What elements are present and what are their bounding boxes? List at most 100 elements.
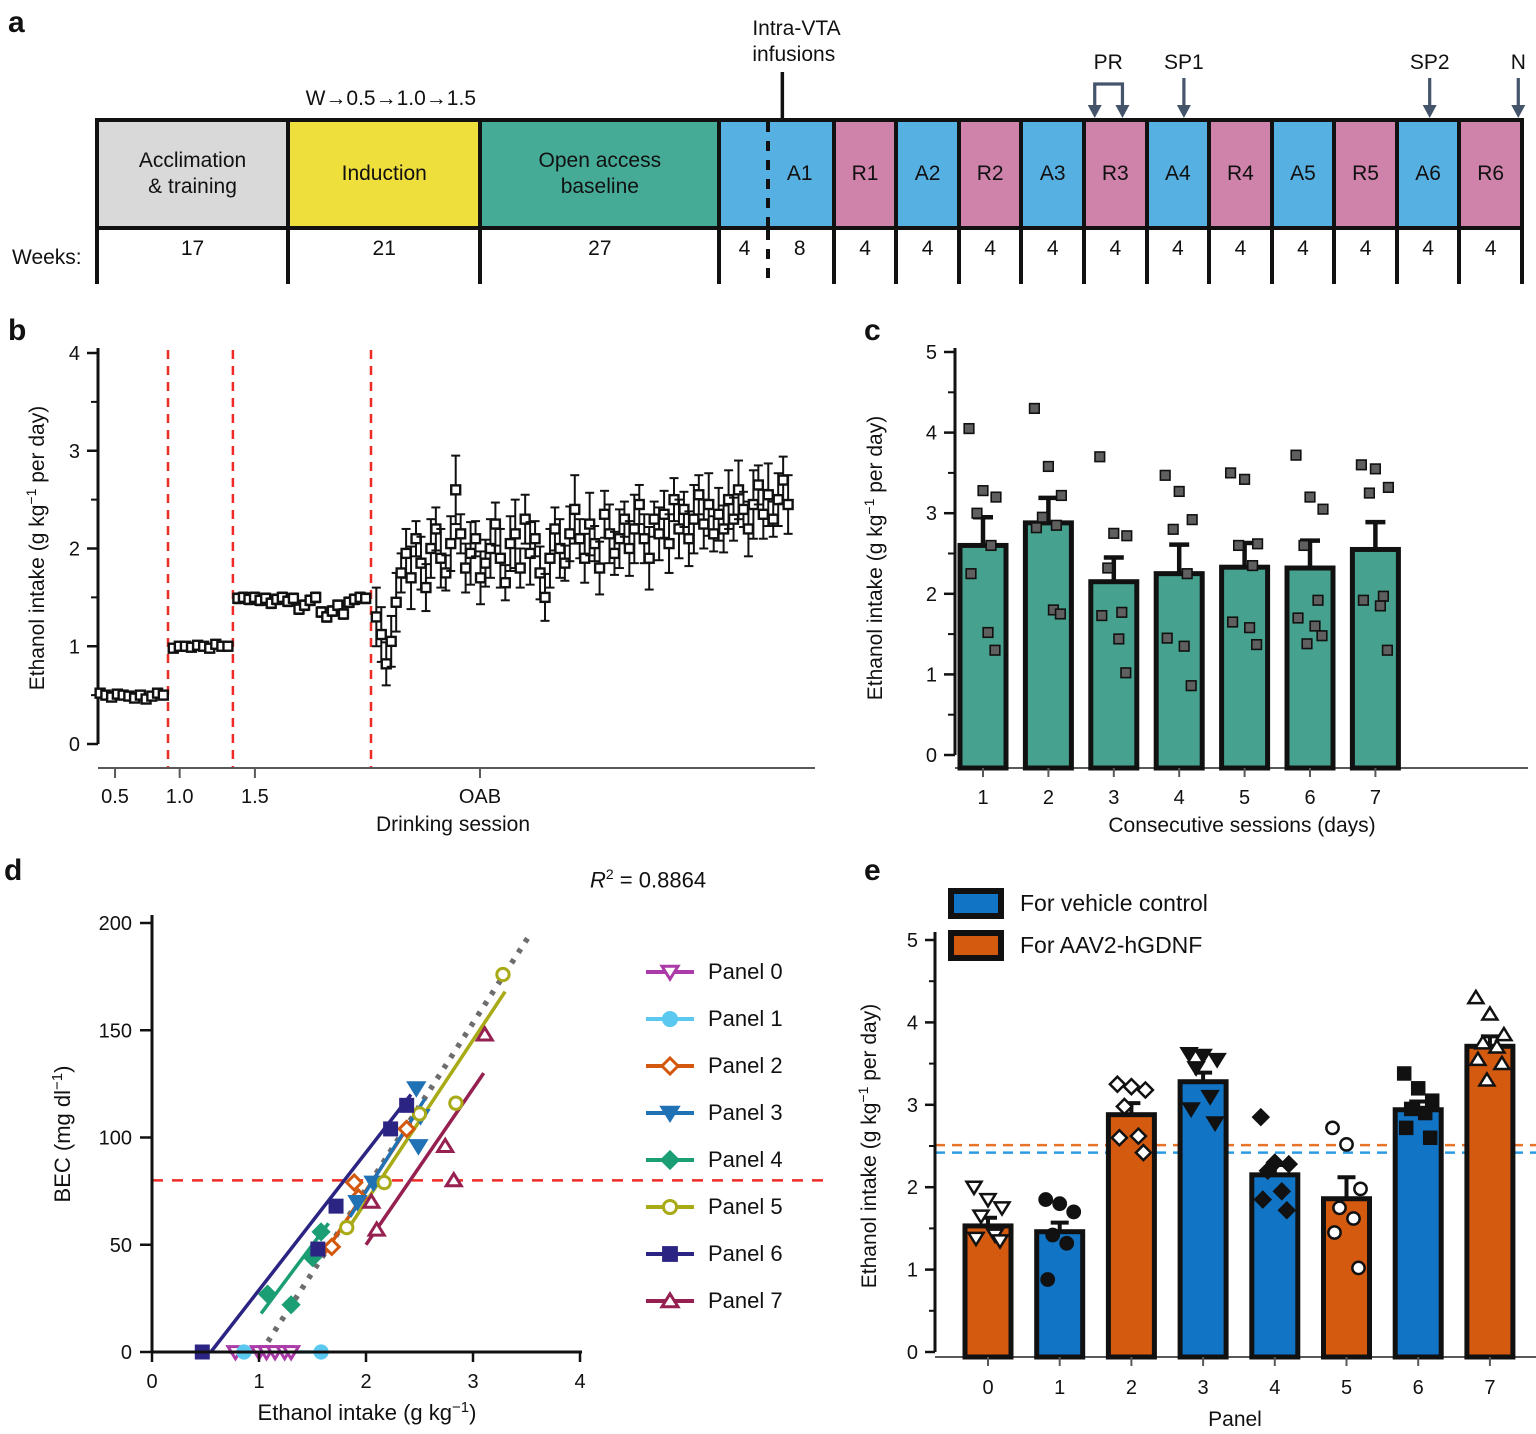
legend-label: Panel 7 <box>708 1287 783 1313</box>
svg-text:5: 5 <box>1239 787 1250 809</box>
timeline-segment: R2 <box>960 122 1024 226</box>
svg-text:0: 0 <box>907 1342 918 1364</box>
bar-group-1: 1 <box>1034 1192 1086 1399</box>
timeline-weeks-cell: 4 <box>1336 230 1399 284</box>
svg-text:100: 100 <box>99 1128 132 1150</box>
legend-label: Panel 5 <box>708 1193 783 1219</box>
timeline-weeks-cell: 4 <box>1484 237 1497 260</box>
bar-group-3: 3 <box>1088 451 1140 809</box>
svg-text:4: 4 <box>1269 1377 1280 1399</box>
legend-item: Panel 0 <box>644 948 783 995</box>
svg-text:0: 0 <box>926 745 937 767</box>
series-panel-7 <box>361 1024 495 1237</box>
bar-group-4: 4 <box>1153 469 1205 809</box>
n-label: N <box>1510 51 1526 74</box>
vehicle-swatch <box>948 888 1004 919</box>
bar-group-7: 7 <box>1349 459 1401 809</box>
legend-label: For AAV2-hGDNF <box>1020 932 1203 958</box>
svg-text:Ethanol intake (g kg−1 per day: Ethanol intake (g kg−1 per day) <box>23 406 49 690</box>
timeline-segment: R1 <box>835 122 899 226</box>
svg-text:0: 0 <box>69 734 80 756</box>
timeline-weeks-row: 17 21 27 4 8 4 4 4 4 4 4 4 4 4 4 4 <box>95 230 1524 284</box>
svg-text:3: 3 <box>1108 787 1119 809</box>
svg-text:2: 2 <box>1043 787 1054 809</box>
sp2-label: SP2 <box>1409 51 1450 74</box>
panel-label-b: b <box>8 314 27 347</box>
svg-text:3: 3 <box>1198 1377 1209 1399</box>
bar-group-2: 2 <box>1022 402 1074 809</box>
legend-label: Panel 1 <box>708 1005 783 1031</box>
svg-text:2: 2 <box>1126 1377 1137 1399</box>
legend-item: Panel 3 <box>644 1089 783 1136</box>
svg-text:1: 1 <box>253 1371 264 1393</box>
legend-item: Panel 5 <box>644 1183 783 1230</box>
legend-label: Panel 4 <box>708 1146 783 1172</box>
series-0.5 <box>94 687 169 705</box>
timeline-weeks-cell: 4 <box>961 230 1024 284</box>
chart-drinking-sessions: 0 1 2 3 4 0.5 1.0 1.5 OAB Drinking session Ethanol… <box>23 343 815 836</box>
timeline-weeks-cell: 4 <box>1211 230 1274 284</box>
timeline-segment: R5 <box>1336 122 1399 226</box>
svg-text:Ethanol intake (g kg−1 per day: Ethanol intake (g kg−1 per day) <box>861 416 887 700</box>
plot-b: 0 1 2 3 4 0.5 1.0 1.5 OAB Drinking session Ethanol… <box>23 343 815 836</box>
panel-label-a: a <box>8 6 25 39</box>
svg-text:3: 3 <box>69 441 80 463</box>
panel-label-d: d <box>4 854 23 887</box>
svg-text:4: 4 <box>1174 787 1185 809</box>
timeline-weeks-cell: 17 <box>99 230 291 284</box>
svg-text:150: 150 <box>99 1020 132 1042</box>
legend-item-vehicle: For vehicle control <box>948 888 1208 919</box>
timeline-weeks-cell: 4 <box>1023 230 1087 284</box>
svg-text:1.5: 1.5 <box>241 786 269 808</box>
bar-group-6: 6 <box>1284 449 1336 809</box>
svg-text:4: 4 <box>574 1371 585 1393</box>
svg-text:4: 4 <box>926 423 937 445</box>
legend-item: Panel 7 <box>644 1277 783 1324</box>
plot-e: 0 1 2 3 4 5 Ethanol intake (g kg−1 per day) 0 1 2… <box>855 930 1536 1431</box>
plot-c: 0 1 2 3 4 5 Ethanol intake (g kg−1 per day) 1 2 3… <box>861 342 1528 837</box>
timeline-segment: Induction <box>290 122 483 226</box>
series-OAB <box>370 454 794 687</box>
timeline-segment: A3 <box>1023 122 1087 226</box>
timeline-weeks-cell: 4 <box>898 230 961 284</box>
svg-text:5: 5 <box>907 930 918 952</box>
legend-item: Panel 6 <box>644 1230 783 1277</box>
chart-bec-correlation: 0 50 100 150 200 0 1 2 3 4 Ethanol intake (g kg−1)… <box>49 913 830 1425</box>
timeline-segment: A4 <box>1148 122 1212 226</box>
svg-text:1.0: 1.0 <box>166 786 194 808</box>
svg-text:200: 200 <box>99 913 132 935</box>
panel-label-c: c <box>864 314 881 347</box>
svg-text:4: 4 <box>907 1012 918 1034</box>
timeline-weeks-cell: 4 <box>1149 230 1212 284</box>
panel-label-e: e <box>864 854 881 887</box>
bar-group-4: 4 <box>1249 1107 1301 1399</box>
legend-label: Panel 2 <box>708 1052 783 1078</box>
experiment-timeline: Intra-VTA infusions W→0.5→1.0→1.5 PR SP1… <box>95 14 1526 284</box>
gdnf-swatch <box>948 930 1004 961</box>
svg-text:OAB: OAB <box>459 786 501 808</box>
svg-text:6: 6 <box>1413 1377 1424 1399</box>
svg-text:0: 0 <box>121 1342 132 1364</box>
legend-item: Panel 1 <box>644 995 783 1042</box>
bar-group-0: 0 <box>962 1180 1014 1399</box>
svg-text:Panel: Panel <box>1208 1408 1262 1431</box>
svg-text:0: 0 <box>146 1371 157 1393</box>
timeline-weeks-cell: 27 <box>482 230 722 284</box>
svg-text:7: 7 <box>1370 787 1381 809</box>
bar-group-1: 1 <box>957 422 1009 809</box>
svg-text:1: 1 <box>926 664 937 686</box>
pr-label: PR <box>1093 51 1123 74</box>
series-panel-5 <box>339 966 511 1236</box>
svg-text:3: 3 <box>907 1095 918 1117</box>
r-squared-annotation: R2 = 0.8864 <box>590 866 707 893</box>
bar-group-5: 5 <box>1219 467 1271 809</box>
bar-group-5: 5 <box>1321 1120 1372 1399</box>
series-1.0 <box>167 638 234 654</box>
panel-d-legend: Panel 0 Panel 1 Panel 2 Panel 3 Panel 4 Panel… <box>644 948 783 1324</box>
svg-text:2: 2 <box>926 584 937 606</box>
series-panel-4 <box>257 1222 331 1315</box>
svg-text:Ethanol intake (g kg−1 per day: Ethanol intake (g kg−1 per day) <box>855 1004 881 1288</box>
timeline-segment: R3 <box>1086 122 1149 226</box>
